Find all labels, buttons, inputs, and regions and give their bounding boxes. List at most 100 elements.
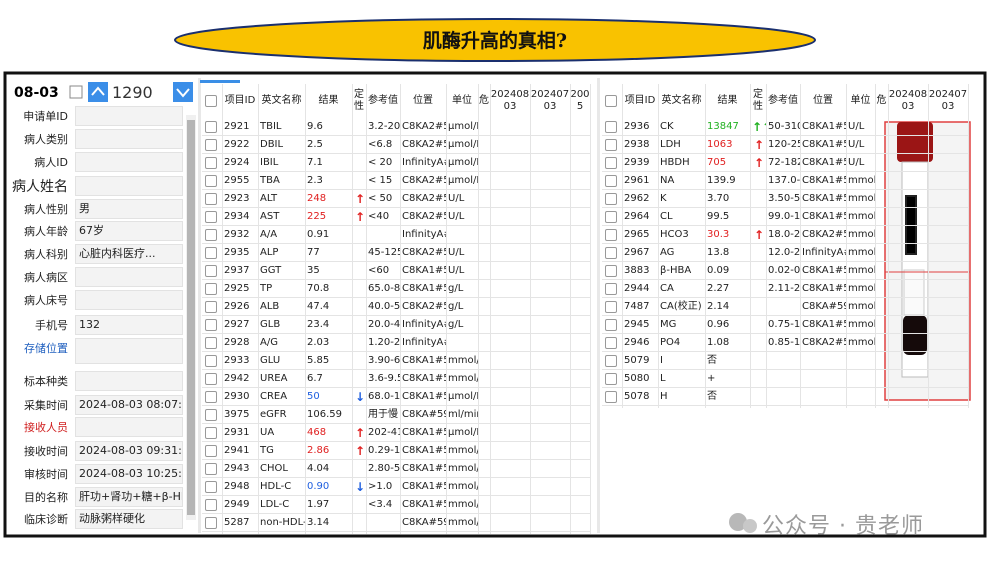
row-checkbox[interactable] <box>605 193 617 205</box>
cell-id: 2945 <box>624 319 650 330</box>
row-checkbox[interactable] <box>605 283 617 295</box>
row-checkbox[interactable] <box>205 265 217 277</box>
row-checkbox[interactable] <box>205 121 217 133</box>
row-checkbox[interactable] <box>605 229 617 241</box>
row-line <box>602 315 968 316</box>
row-checkbox[interactable] <box>205 427 217 439</box>
row-checkbox[interactable] <box>605 157 617 169</box>
cell-result: 6.7 <box>307 373 323 384</box>
cell-name: UREA <box>260 373 288 384</box>
up-button[interactable] <box>88 82 108 102</box>
col-line <box>366 84 367 534</box>
row-checkbox[interactable] <box>205 247 217 259</box>
cell-id: 2932 <box>224 229 250 240</box>
row-checkbox[interactable] <box>205 373 217 385</box>
row-checkbox[interactable] <box>205 139 217 151</box>
cell-id: 2931 <box>224 427 250 438</box>
cell-result: 4.04 <box>307 463 330 474</box>
cell-name: ALT <box>260 193 278 204</box>
cell-result: 99.5 <box>707 211 730 222</box>
cell-id: 2926 <box>224 301 250 312</box>
cell-unit: mmol/L <box>848 301 875 312</box>
cell-result: 1.97 <box>307 499 330 510</box>
column-header: 20240703 <box>928 89 968 112</box>
calendar-icon[interactable] <box>69 85 83 99</box>
row-line <box>202 423 590 424</box>
cell-name: GLB <box>260 319 281 330</box>
row-checkbox[interactable] <box>205 499 217 511</box>
row-checkbox[interactable] <box>605 211 617 223</box>
cell-result: 30.3 <box>707 229 730 240</box>
field-label: 病人床号 <box>24 294 68 307</box>
row-checkbox[interactable] <box>605 265 617 277</box>
row-checkbox[interactable] <box>205 319 217 331</box>
row-checkbox[interactable] <box>205 283 217 295</box>
col-line <box>222 84 223 534</box>
row-checkbox[interactable] <box>605 175 617 187</box>
cell-result: 0.96 <box>707 319 730 330</box>
row-line <box>202 135 590 136</box>
row-checkbox[interactable] <box>205 409 217 421</box>
row-checkbox[interactable] <box>205 337 217 349</box>
cell-location: C8KA1#59 <box>402 499 446 510</box>
cell-result: 5.85 <box>307 355 330 366</box>
cell-location: InfinityA# <box>402 157 446 168</box>
col-line <box>305 84 306 534</box>
row-checkbox[interactable] <box>205 517 217 529</box>
row-line <box>202 153 590 154</box>
row-checkbox[interactable] <box>605 139 617 151</box>
header-checkbox[interactable] <box>605 95 617 107</box>
row-checkbox[interactable] <box>205 391 217 403</box>
header-checkbox[interactable] <box>205 95 217 107</box>
row-checkbox[interactable] <box>205 445 217 457</box>
row-checkbox[interactable] <box>605 355 617 367</box>
row-checkbox[interactable] <box>605 247 617 259</box>
row-checkbox[interactable] <box>605 373 617 385</box>
row-checkbox[interactable] <box>605 121 617 133</box>
row-line <box>202 459 590 460</box>
field-label: 病人科别 <box>24 248 68 261</box>
row-checkbox[interactable] <box>205 211 217 223</box>
cell-unit: mmol/L <box>848 229 875 240</box>
field-label: 病人类别 <box>24 133 68 146</box>
cell-unit: U/L <box>448 193 465 204</box>
cell-id: 3975 <box>224 409 250 420</box>
row-checkbox[interactable] <box>205 193 217 205</box>
col-line <box>622 84 623 408</box>
cell-result: 2.27 <box>707 283 730 294</box>
row-checkbox[interactable] <box>205 355 217 367</box>
column-header: 项目ID <box>224 95 256 106</box>
field-label: 标本种类 <box>24 375 68 388</box>
row-checkbox[interactable] <box>205 229 217 241</box>
row-checkbox[interactable] <box>605 391 617 403</box>
row-checkbox[interactable] <box>605 337 617 349</box>
cell-unit: mmol/L <box>848 319 875 330</box>
row-checkbox[interactable] <box>205 175 217 187</box>
row-line <box>602 225 968 226</box>
row-checkbox[interactable] <box>605 319 617 331</box>
row-line <box>202 297 590 298</box>
cell-name: LDH <box>660 139 681 150</box>
down-button[interactable] <box>173 82 193 102</box>
cell-reference: <40 <box>368 211 390 222</box>
cell-location: C8KA#596 <box>402 409 446 420</box>
cell-id: 2934 <box>224 211 250 222</box>
row-checkbox[interactable] <box>605 301 617 313</box>
cell-name: eGFR <box>260 409 287 420</box>
row-line <box>202 387 590 388</box>
cell-reference: 3.2-20.5 <box>368 121 400 132</box>
column-header: 危 <box>876 95 887 106</box>
row-checkbox[interactable] <box>205 157 217 169</box>
row-checkbox[interactable] <box>205 301 217 313</box>
row-checkbox[interactable] <box>205 481 217 493</box>
column-header: 定性 <box>354 89 364 112</box>
field-value <box>75 129 183 149</box>
cell-unit: g/L <box>448 301 464 312</box>
cell-name: TBIL <box>260 121 282 132</box>
row-line <box>602 135 968 136</box>
row-line <box>602 243 968 244</box>
row-checkbox[interactable] <box>205 463 217 475</box>
field-value <box>75 106 183 126</box>
cell-id: 2949 <box>224 499 250 510</box>
cell-name: HDL-C <box>260 481 292 492</box>
